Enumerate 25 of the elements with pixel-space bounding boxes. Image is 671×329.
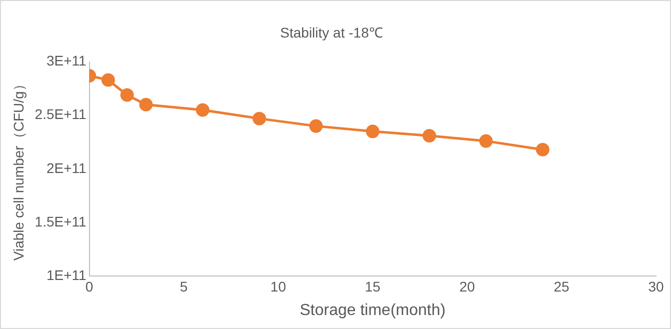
point bbox=[120, 88, 134, 102]
y-tick-label: 2E+11 bbox=[46, 160, 87, 176]
chart-title: Stability at -18℃ bbox=[280, 24, 383, 40]
x-tick-label: 30 bbox=[648, 278, 664, 294]
y-tick-label: 1E+11 bbox=[46, 266, 87, 283]
point bbox=[309, 119, 323, 133]
x-tick-label: 5 bbox=[180, 278, 188, 294]
x-tick-label: 10 bbox=[270, 278, 286, 294]
point bbox=[422, 128, 436, 142]
y-tick-label: 1.5E+11 bbox=[34, 213, 87, 230]
y-tick-label: 2.5E+11 bbox=[34, 106, 87, 122]
point bbox=[479, 134, 493, 148]
x-tick-label: 20 bbox=[459, 278, 476, 294]
x-axis-title: Storage time(month) bbox=[300, 302, 446, 319]
point bbox=[101, 73, 115, 87]
point bbox=[196, 103, 210, 117]
y-axis-title: Viable cell number（CFU/g） bbox=[10, 77, 26, 261]
y-tick-label: 3E+11 bbox=[46, 52, 87, 69]
x-tick-label: 25 bbox=[554, 278, 570, 294]
point bbox=[366, 124, 380, 138]
point bbox=[536, 142, 550, 156]
point bbox=[139, 98, 153, 112]
x-tick-label: 0 bbox=[85, 278, 94, 294]
x-tick-label: 15 bbox=[364, 278, 381, 294]
point bbox=[252, 112, 266, 126]
